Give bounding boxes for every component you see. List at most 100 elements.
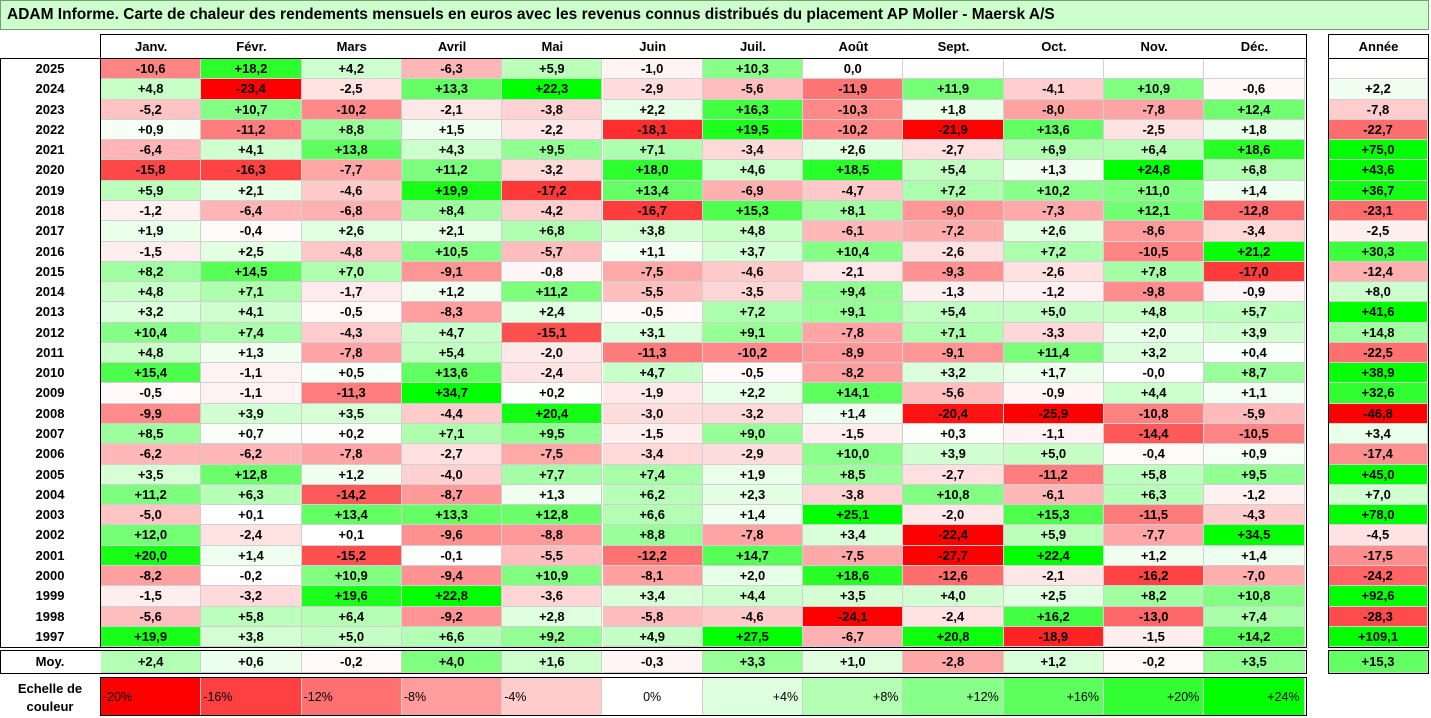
year-label: 1997 [35,628,65,644]
month-header: Sept. [937,39,970,54]
annual-cell: +38,9 [1329,363,1428,384]
heatmap-cell: -2,7 [903,140,1004,161]
heatmap-cell: -8,3 [401,302,503,323]
heatmap-cell: -4,3 [1204,505,1305,526]
heatmap-cell: +5,7 [1204,302,1305,323]
heatmap-cell: +19,9 [101,626,202,648]
heatmap-cell: +3,1 [602,322,703,343]
scale-cell: +16% [1003,678,1104,716]
heatmap-cell: +10,5 [401,241,503,262]
heatmap-cell: +11,2 [401,160,503,181]
heatmap-cell: +6,3 [201,484,302,506]
heatmap-cell: -10,2 [301,99,402,120]
heatmap-cell: -2,6 [903,241,1004,262]
average-cell: +3,5 [1204,651,1305,674]
year-label: 1999 [35,588,65,604]
heatmap-cell: -0,4 [201,221,302,242]
heatmap-cell: +8,8 [301,119,402,141]
heatmap-cell: +2,2 [702,383,804,404]
heatmap-cell: -6,9 [702,180,804,201]
heatmap-cell: +0,2 [301,424,402,445]
average-cell: -2,8 [903,651,1004,674]
heatmap-cell: -2,1 [1003,566,1104,587]
heatmap-cell: +21,2 [1204,241,1305,262]
heatmap-cell: -4,0 [401,464,503,485]
heatmap-cell: -1,2 [101,200,202,222]
month-header: Déc. [1240,39,1269,54]
heatmap-cell: +6,9 [1003,140,1104,161]
heatmap-cell: +13,6 [1003,119,1104,141]
heatmap-cell: +11,0 [1104,180,1205,201]
heatmap-cell: -7,8 [702,525,804,546]
heatmap-cell: +1,4 [1204,180,1305,201]
heatmap-cell: +19,5 [702,119,804,141]
year-label: 2018 [35,202,65,218]
heatmap-cell: +1,1 [1204,383,1305,404]
year-label: 2012 [35,324,65,340]
heatmap-cell: +1,4 [803,403,904,425]
heatmap-cell: -5,5 [502,545,603,566]
heatmap-cell: -3,0 [602,403,703,425]
average-cell: +2,4 [101,651,202,674]
heatmap-cell: -4,2 [502,200,603,222]
heatmap-cell: -2,4 [201,525,302,546]
heatmap-cell: +13,3 [401,505,503,526]
year-label: 2019 [35,182,65,198]
heatmap-cell: +6,6 [401,626,503,648]
heatmap-cell: -9,3 [903,261,1004,283]
heatmap-cell: -12,2 [602,545,703,566]
heatmap-cell: +7,1 [903,322,1004,343]
year-label: 2004 [35,486,65,502]
annual-cell: -12,4 [1329,261,1428,283]
heatmap-cell: +10,8 [903,484,1004,506]
heatmap-cell: +1,9 [702,464,804,485]
heatmap-cell: -3,4 [602,444,703,465]
heatmap-cell: +20,8 [903,626,1004,648]
heatmap-cell: -11,9 [803,79,904,100]
heatmap-cell: -0,6 [1204,79,1305,100]
heatmap-cell: -3,3 [1003,322,1104,343]
heatmap-cell: +9,5 [1204,464,1305,485]
heatmap-cell: -5,2 [101,99,202,120]
heatmap-cell: +12,4 [1204,99,1305,120]
heatmap-cell: -10,3 [803,99,904,120]
average-cell: -0,2 [1104,651,1205,674]
heatmap-cell: -13,0 [1104,606,1205,627]
heatmap-cell: +20,4 [502,403,603,425]
heatmap-cell: -7,3 [1003,200,1104,222]
heatmap-cell: -9,2 [401,606,503,627]
heatmap-cell: +13,4 [301,505,402,526]
heatmap-cell: +20,0 [101,545,202,566]
scale-cell: -12% [301,678,402,716]
year-label: 2000 [35,568,65,583]
annual-cell: +78,0 [1329,505,1428,526]
heatmap-cell: -2,6 [1003,261,1104,283]
heatmap-cell: +3,5 [803,586,904,607]
heatmap-cell: +5,4 [401,342,503,364]
heatmap-cell: 0,0 [803,59,904,80]
heatmap-cell: -0,0 [1104,363,1205,384]
heatmap-cell: +7,4 [602,464,703,485]
heatmap-cell: -8,2 [803,363,904,384]
average-cell: +4,0 [401,651,503,674]
heatmap-cell: -4,1 [1003,79,1104,100]
heatmap-cell: +7,1 [401,424,503,445]
heatmap-cell: +13,4 [602,180,703,201]
heatmap-cell: -5,9 [1204,403,1305,425]
heatmap-cell: +2,5 [201,241,302,262]
heatmap-cell: +3,7 [702,241,804,262]
heatmap-cell: -17,0 [1204,261,1305,283]
heatmap-cell: +0,3 [903,424,1004,445]
year-label: 2020 [35,162,65,178]
heatmap-cell: +1,5 [401,119,503,141]
heatmap-cell: +0,1 [301,525,402,546]
heatmap-cell: +10,0 [803,444,904,465]
heatmap-cell: +3,2 [101,302,202,323]
year-label: 2016 [35,243,65,259]
heatmap-cell: +24,8 [1104,160,1205,181]
heatmap-cell: -21,9 [903,119,1004,141]
annual-cell: -17,5 [1329,545,1428,566]
scale-cell: +4% [702,678,804,716]
heatmap-cell: +14,2 [1204,626,1305,648]
heatmap-cell: -3,2 [201,586,302,607]
